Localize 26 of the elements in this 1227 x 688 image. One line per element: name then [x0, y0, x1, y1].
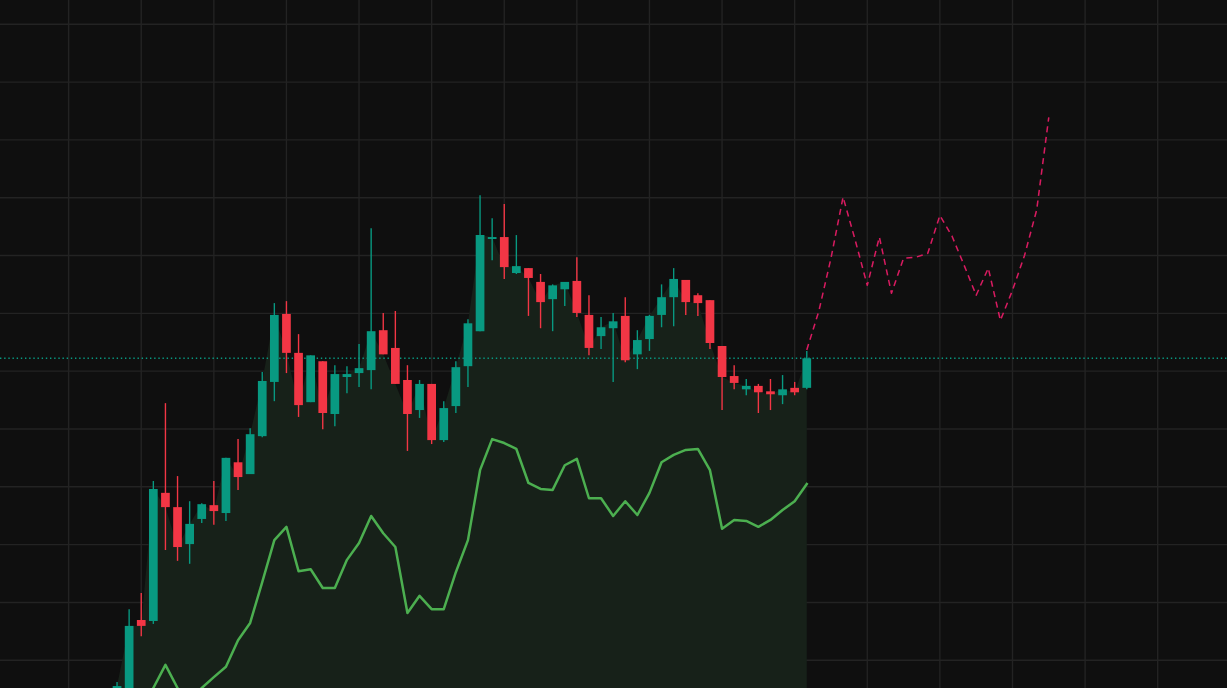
- candlestick: [487, 217, 497, 261]
- candlestick: [197, 502, 207, 524]
- candlestick: [161, 402, 170, 551]
- candlestick: [354, 343, 364, 388]
- candlestick: [209, 480, 219, 526]
- candlestick: [136, 592, 146, 637]
- candlestick: [185, 500, 194, 565]
- candlestick: [681, 279, 691, 316]
- candlestick: [778, 374, 787, 405]
- candlestick: [693, 292, 703, 317]
- candlestick: [766, 378, 775, 411]
- candlestick: [596, 316, 606, 350]
- candlestick: [608, 312, 618, 383]
- candlestick: [548, 283, 558, 332]
- candlestick: [754, 383, 763, 414]
- candlestick: [669, 267, 679, 327]
- candlestick: [729, 364, 739, 391]
- candlestick: [112, 681, 122, 688]
- candlestick: [536, 273, 545, 329]
- candlestick: [560, 281, 570, 307]
- candlestick: [524, 267, 533, 317]
- candlestick: [512, 234, 521, 275]
- candlestick: [233, 438, 243, 491]
- candlestick: [657, 283, 666, 328]
- candlestick: [342, 365, 352, 394]
- candlestick: [645, 314, 654, 352]
